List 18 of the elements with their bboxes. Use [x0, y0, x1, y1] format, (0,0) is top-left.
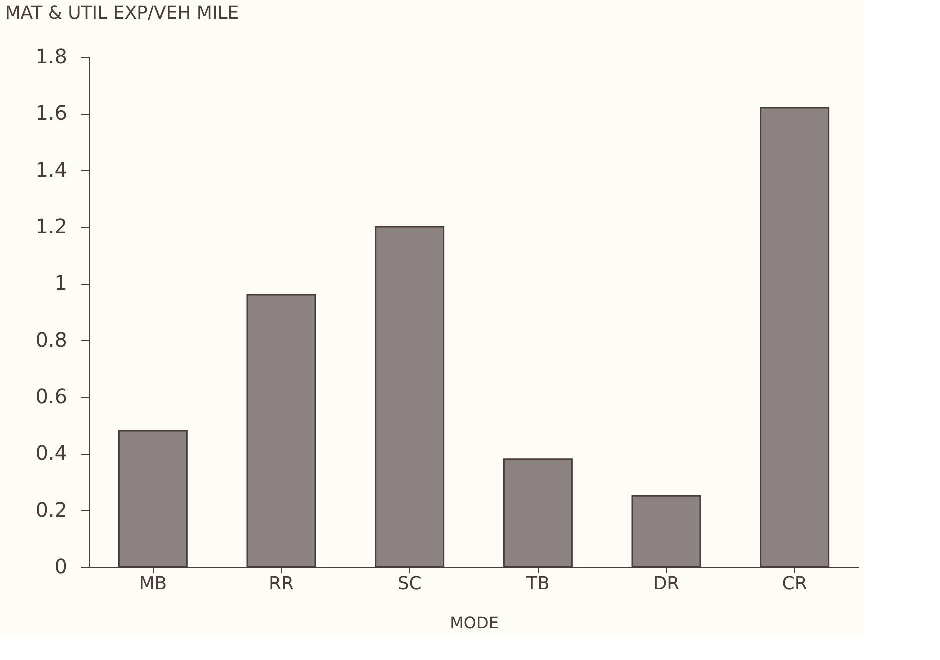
y-tick-label: 0.8 — [36, 328, 68, 352]
y-tick-label: 1.6 — [36, 101, 68, 126]
x-tick-label: SC — [398, 574, 422, 594]
y-tick-label: 0.4 — [36, 441, 68, 466]
chart-title: MAT & UTIL EXP/VEH MILE — [5, 3, 240, 24]
y-tick-label: 0.6 — [36, 384, 68, 408]
y-tick-label: 1.8 — [36, 44, 68, 68]
y-tick-label: 1 — [54, 271, 68, 296]
y-tick-label: 1.2 — [36, 214, 68, 238]
x-tick-label: DR — [653, 574, 680, 594]
x-tick-label: TB — [525, 574, 550, 594]
x-tick-label: MB — [139, 574, 168, 594]
y-tick-label: 0 — [54, 554, 68, 578]
x-tick-label: RR — [268, 574, 294, 594]
x-axis-title: MODE — [450, 614, 499, 632]
y-tick-label: 1.4 — [36, 158, 68, 182]
y-tick-label: 0.2 — [36, 498, 68, 522]
x-tick-label: CR — [782, 574, 808, 594]
